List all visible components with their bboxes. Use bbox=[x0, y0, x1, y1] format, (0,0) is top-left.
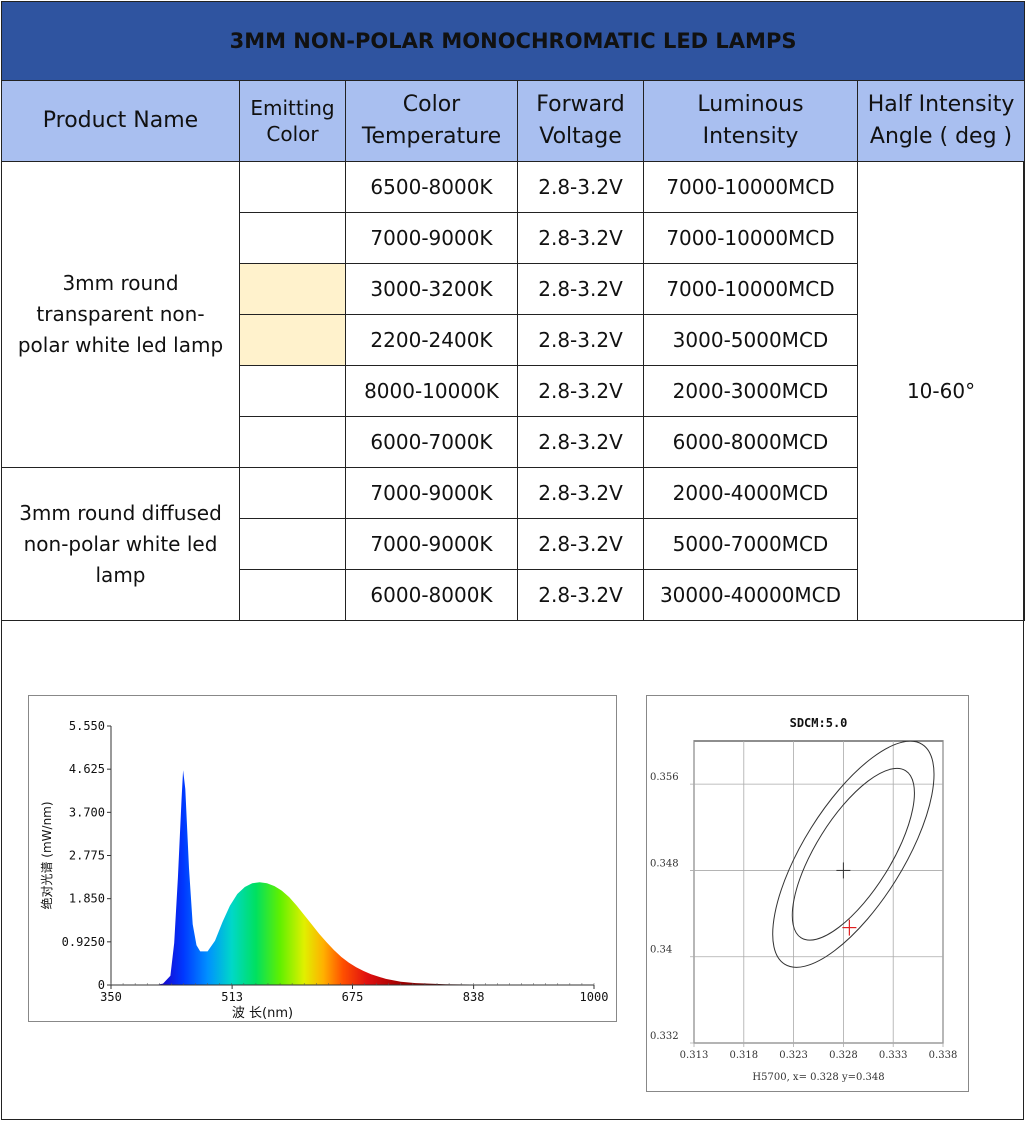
page-title: 3MM NON-POLAR MONOCHROMATIC LED LAMPS bbox=[0, 1, 1026, 81]
spectrum-area bbox=[111, 770, 594, 985]
voltage-cell: 2.8-3.2V bbox=[517, 569, 644, 621]
half-angle-cell: 10-60° bbox=[856, 161, 1026, 621]
y-tick-label: 1.850 bbox=[69, 892, 105, 906]
intensity-cell: 6000-8000MCD bbox=[643, 416, 858, 468]
intensity-cell: 2000-3000MCD bbox=[643, 365, 858, 417]
voltage-cell: 2.8-3.2V bbox=[517, 161, 644, 213]
chromaticity-caption: H5700, x= 0.328 y=0.348 bbox=[752, 1072, 884, 1083]
header-color-temperature: Color Temperature bbox=[345, 80, 518, 162]
color-temp-cell: 7000-9000K bbox=[345, 212, 518, 264]
y-tick-label: 0.356 bbox=[650, 772, 679, 783]
x-axis-label: 波 长(nm) bbox=[232, 1006, 293, 1021]
emitting-color-swatch bbox=[239, 314, 346, 366]
product-name-cell: 3mm round transparent non- polar white l… bbox=[1, 161, 240, 468]
y-tick-label: 2.775 bbox=[69, 849, 105, 863]
emitting-color-swatch bbox=[239, 365, 346, 417]
inner-ellipse bbox=[791, 767, 915, 941]
y-axis-label: 绝对光谱 (mW/nm) bbox=[39, 801, 54, 909]
voltage-cell: 2.8-3.2V bbox=[517, 212, 644, 264]
table-row: 6000-7000K 2.8-3.2V 6000-8000MCD bbox=[2, 416, 1025, 468]
color-temp-cell: 7000-9000K bbox=[345, 467, 518, 519]
color-temp-cell: 7000-9000K bbox=[345, 518, 518, 570]
y-tick-label: 3.700 bbox=[69, 805, 105, 819]
x-tick-label: 513 bbox=[221, 990, 243, 1004]
plot-border bbox=[693, 740, 944, 1044]
intensity-cell: 30000-40000MCD bbox=[643, 569, 858, 621]
y-tick-label: 0 bbox=[98, 978, 105, 992]
emitting-color-swatch bbox=[239, 161, 346, 213]
table-row: 3mm round transparent non- polar white l… bbox=[1, 161, 1026, 621]
header-row: Product Name Emitting Color Color Temper… bbox=[1, 80, 1026, 162]
emitting-color-swatch bbox=[239, 416, 346, 468]
header-product-name: Product Name bbox=[1, 80, 240, 162]
y-tick-label: 4.625 bbox=[69, 762, 105, 776]
emitting-color-swatch bbox=[239, 467, 346, 519]
charts-area: 0 0.9250 1.850 2.775 3.700 4.625 5.550 350 513 67… bbox=[1, 625, 1024, 1120]
product-name-cell: 3mm round diffused non-polar white led l… bbox=[1, 467, 240, 621]
chromaticity-chart-frame: SDCM:5.0 0.313 0.318 0.323 0.328 0.333 0.338 0.… bbox=[646, 695, 969, 1092]
y-tick-label: 0.348 bbox=[650, 858, 679, 869]
y-tick-label: 0.9250 bbox=[62, 935, 105, 949]
y-tick-label: 5.550 bbox=[69, 719, 105, 733]
header-emitting-color: Emitting Color bbox=[239, 80, 346, 162]
spectrum-chart: 0 0.9250 1.850 2.775 3.700 4.625 5.550 350 513 67… bbox=[39, 719, 609, 1021]
emitting-color-swatch bbox=[239, 212, 346, 264]
voltage-cell: 2.8-3.2V bbox=[517, 416, 644, 468]
emitting-color-swatch bbox=[239, 569, 346, 621]
x-tick-label: 0.318 bbox=[729, 1050, 758, 1061]
header-half-intensity-angle: Half Intensity Angle ( deg ) bbox=[856, 80, 1026, 162]
x-tick-label: 350 bbox=[100, 990, 122, 1004]
voltage-cell: 2.8-3.2V bbox=[517, 518, 644, 570]
intensity-cell: 7000-10000MCD bbox=[643, 263, 858, 315]
color-temp-cell: 6000-8000K bbox=[345, 569, 518, 621]
x-tick-label: 675 bbox=[342, 990, 364, 1004]
spectrum-chart-frame: 0 0.9250 1.850 2.775 3.700 4.625 5.550 350 513 67… bbox=[28, 695, 617, 1022]
color-temp-cell: 6500-8000K bbox=[345, 161, 518, 213]
emitting-color-swatch bbox=[239, 263, 346, 315]
intensity-cell: 5000-7000MCD bbox=[643, 518, 858, 570]
intensity-cell: 2000-4000MCD bbox=[643, 467, 858, 519]
x-tick-label: 0.328 bbox=[829, 1050, 858, 1061]
color-temp-cell: 3000-3200K bbox=[345, 263, 518, 315]
color-temp-cell: 2200-2400K bbox=[345, 314, 518, 366]
header-forward-voltage: Forward Voltage bbox=[517, 80, 644, 162]
spec-table: 3MM NON-POLAR MONOCHROMATIC LED LAMPS Pr… bbox=[0, 1, 1026, 621]
x-tick-label: 0.313 bbox=[680, 1050, 709, 1061]
emitting-color-swatch bbox=[239, 518, 346, 570]
chromaticity-chart: SDCM:5.0 0.313 0.318 0.323 0.328 0.333 0.338 0.… bbox=[650, 716, 958, 1083]
x-tick-label: 838 bbox=[463, 990, 485, 1004]
voltage-cell: 2.8-3.2V bbox=[517, 314, 644, 366]
x-tick-label: 1000 bbox=[580, 990, 609, 1004]
x-tick-label: 0.333 bbox=[879, 1050, 908, 1061]
voltage-cell: 2.8-3.2V bbox=[517, 263, 644, 315]
x-tick-label: 0.323 bbox=[779, 1050, 808, 1061]
intensity-cell: 7000-10000MCD bbox=[643, 212, 858, 264]
intensity-cell: 7000-10000MCD bbox=[643, 161, 858, 213]
outer-ellipse bbox=[772, 740, 935, 968]
y-tick-label: 0.34 bbox=[650, 945, 672, 956]
chromaticity-title: SDCM:5.0 bbox=[790, 716, 848, 730]
table-row: 7000-9000K 2.8-3.2V 7000-10000MCD bbox=[2, 212, 1025, 264]
table-row: 2200-2400K 2.8-3.2V 3000-5000MCD bbox=[2, 314, 1025, 366]
voltage-cell: 2.8-3.2V bbox=[517, 467, 644, 519]
table-row: 6000-8000K 2.8-3.2V 30000-40000MCD bbox=[2, 569, 1025, 621]
color-temp-cell: 8000-10000K bbox=[345, 365, 518, 417]
y-tick-label: 0.332 bbox=[650, 1031, 679, 1042]
x-tick-label: 0.338 bbox=[929, 1050, 958, 1061]
table-row: 8000-10000K 2.8-3.2V 2000-3000MCD bbox=[2, 365, 1025, 417]
color-temp-cell: 6000-7000K bbox=[345, 416, 518, 468]
header-luminous-intensity: Luminous Intensity bbox=[643, 80, 858, 162]
intensity-cell: 3000-5000MCD bbox=[643, 314, 858, 366]
voltage-cell: 2.8-3.2V bbox=[517, 365, 644, 417]
